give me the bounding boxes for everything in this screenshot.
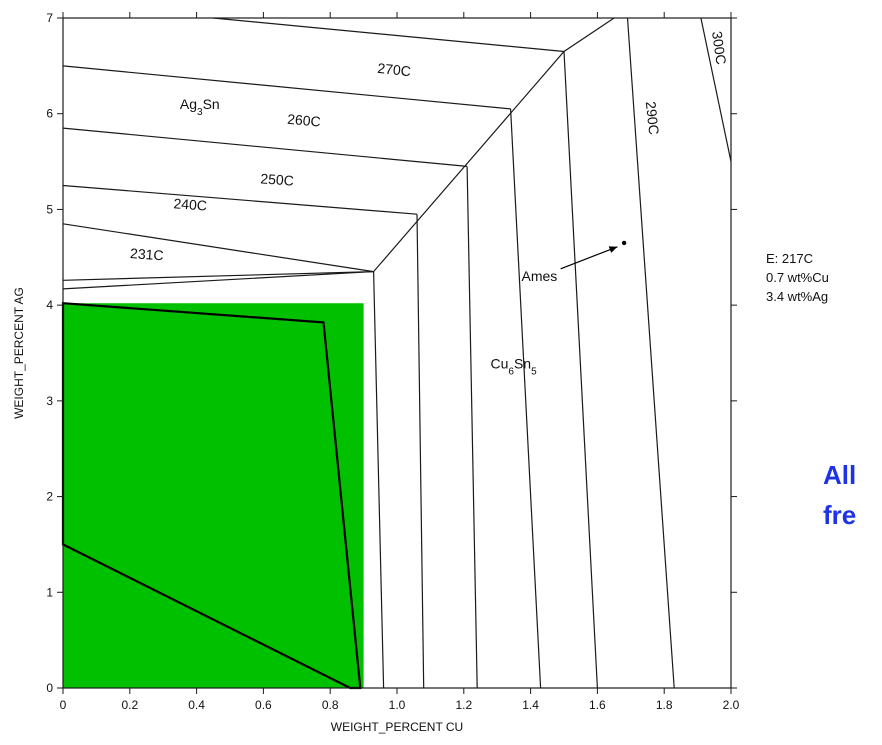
cropped-overlay-text-line-2: fre: [823, 500, 857, 530]
ames-arrow-shaft: [560, 246, 618, 270]
y-tick-label: 7: [46, 11, 53, 25]
isotherm-lines-layer: [62, 17, 732, 689]
x-tick-label: 1.8: [656, 698, 673, 712]
y-tick-label: 4: [46, 298, 53, 312]
isotherm-label-290C: 290C: [643, 100, 662, 135]
isotherm-cu6sn5-line-5: [563, 51, 598, 689]
isotherm-ag3sn-line-5: [62, 65, 511, 110]
isotherm-cu6sn5-line-6: [626, 17, 675, 689]
isotherm-cu6sn5-line-7: [700, 17, 732, 162]
y-tick-label: 3: [46, 394, 53, 408]
y-tick-label: 5: [46, 202, 53, 216]
isotherm-cu6sn5-line-2: [416, 214, 425, 689]
isotherm-label-231C: 231C: [130, 245, 165, 263]
isotherm-ag3sn-line-2: [62, 223, 374, 273]
isotherm-cu6sn5-line-4: [510, 108, 542, 689]
eutectic-temperature-note: E: 217C: [766, 251, 813, 266]
ames-data-point: [621, 240, 627, 246]
y-tick-label: 1: [46, 585, 53, 599]
y-axis-title: WEIGHT_PERCENT AG: [12, 287, 26, 419]
x-tick-label: 0.6: [255, 698, 272, 712]
isotherm-label-300C: 300C: [709, 30, 730, 65]
chart-labels-layer: WEIGHT_PERCENT CU WEIGHT_PERCENT AG 0 0.2…: [12, 0, 740, 734]
x-tick-label: 0.8: [322, 698, 339, 712]
isotherm-label-270C: 270C: [377, 60, 412, 79]
ames-arrow-head: [608, 246, 618, 253]
eutectic-cu-note: 0.7 wt%Cu: [766, 270, 829, 285]
x-tick-label: 0.2: [121, 698, 138, 712]
isotherm-ag3sn-line-4: [62, 127, 468, 167]
cropped-overlay-text-line-1: All: [823, 460, 857, 490]
y-tick-label: 0: [46, 681, 53, 695]
x-tick-label: 1.6: [589, 698, 606, 712]
green-highlight-layer: [61, 302, 364, 690]
isotherm-label-250C: 250C: [260, 170, 295, 188]
isotherm-cu6sn5-line-1: [373, 271, 385, 689]
eutectic-ag-note: 3.4 wt%Ag: [766, 289, 829, 304]
x-tick-label: 1.0: [389, 698, 406, 712]
region-label-ag3sn: Ag3Sn: [180, 96, 220, 118]
region-label-cu6sn5: Cu6Sn5: [491, 355, 538, 377]
x-tick-label: 0.4: [188, 698, 205, 712]
x-tick-label: 1.4: [522, 698, 539, 712]
isotherm-label-240C: 240C: [173, 195, 208, 213]
phase-boundary-line: [62, 17, 615, 290]
y-tick-label: 6: [46, 107, 53, 121]
axes-frame: [57, 12, 737, 694]
isotherm-ag3sn-line-1: [62, 271, 374, 281]
ames-label: Ames: [522, 268, 558, 284]
isotherm-ag3sn-line-3: [62, 184, 418, 215]
x-tick-label: 2.0: [723, 698, 740, 712]
isotherm-label-280C: 280C: [467, 0, 500, 2]
isotherm-label-260C: 260C: [287, 111, 322, 130]
y-tick-label: 2: [46, 490, 53, 504]
x-tick-label: 1.2: [455, 698, 472, 712]
isotherm-ag3sn-line-6: [213, 17, 565, 53]
isotherm-cu6sn5-line-3: [466, 166, 478, 689]
x-axis-title: WEIGHT_PERCENT CU: [331, 720, 463, 734]
x-tick-label: 0: [60, 698, 67, 712]
green-highlight-rect: [63, 303, 364, 688]
